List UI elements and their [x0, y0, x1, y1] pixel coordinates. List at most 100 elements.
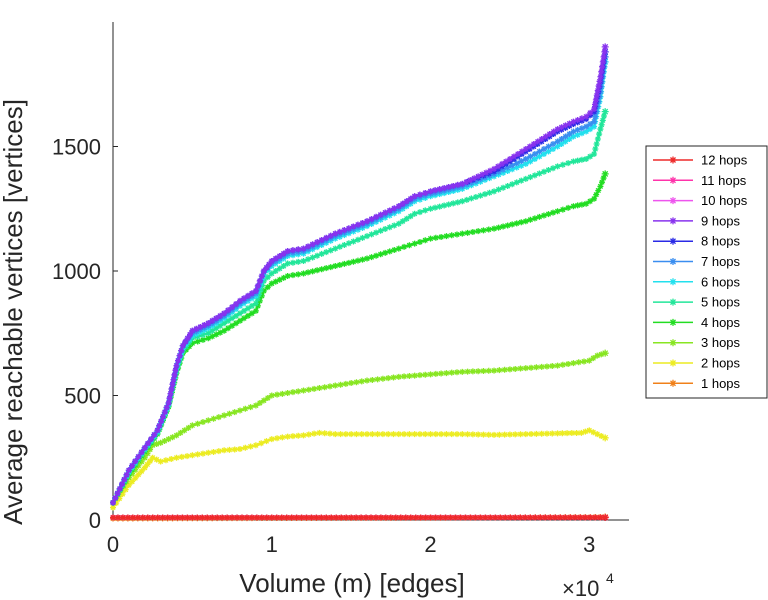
- series-marker: [305, 243, 312, 250]
- series-marker: [217, 329, 224, 336]
- series-marker: [373, 229, 380, 236]
- series-marker: [204, 514, 211, 521]
- series-marker: [343, 514, 350, 521]
- series-marker: [247, 443, 254, 450]
- legend-label: 9 hops: [701, 213, 741, 228]
- series-marker: [248, 290, 255, 297]
- series-marker: [592, 96, 599, 103]
- series-marker: [570, 133, 577, 140]
- series-marker: [504, 164, 511, 171]
- series-marker: [485, 170, 492, 177]
- series-marker: [205, 335, 212, 342]
- series-marker: [391, 247, 398, 254]
- series-marker: [161, 409, 168, 416]
- series-marker: [295, 388, 302, 395]
- series-marker: [332, 230, 339, 237]
- series-marker: [374, 376, 381, 383]
- series-marker: [578, 125, 585, 132]
- legend-label: 8 hops: [701, 234, 741, 249]
- series-marker: [411, 210, 418, 217]
- series-marker: [392, 514, 399, 521]
- series-marker: [263, 514, 270, 521]
- series-marker: [416, 191, 423, 198]
- series-marker: [258, 440, 265, 447]
- series-marker: [390, 374, 397, 381]
- series-marker: [459, 230, 466, 237]
- series-marker: [328, 514, 335, 521]
- y-tick-label: 1500: [52, 135, 101, 160]
- series-marker: [459, 198, 466, 205]
- series-marker: [512, 365, 519, 372]
- series-marker: [583, 200, 590, 207]
- series-marker: [574, 116, 581, 123]
- series-marker: [293, 514, 300, 521]
- series-marker: [591, 150, 598, 157]
- series-marker: [289, 433, 296, 440]
- series-marker: [437, 514, 444, 521]
- series-marker: [448, 431, 455, 438]
- y-tick-label: 0: [89, 508, 101, 533]
- series-marker: [546, 131, 553, 138]
- series-marker: [234, 514, 241, 521]
- series-marker: [554, 208, 561, 215]
- series-marker: [565, 204, 572, 211]
- series-marker: [129, 462, 136, 469]
- series-marker: [526, 143, 533, 150]
- series-marker: [500, 184, 507, 191]
- series-marker: [578, 201, 585, 208]
- series-marker: [141, 454, 148, 461]
- series-marker: [205, 449, 212, 456]
- series-marker: [598, 432, 605, 439]
- series-marker: [554, 143, 561, 150]
- series-marker: [379, 431, 386, 438]
- series-marker: [138, 468, 145, 475]
- series-marker: [268, 280, 275, 287]
- legend-item: 7 hops: [653, 254, 741, 269]
- series-marker: [377, 514, 384, 521]
- legend-marker: [669, 156, 677, 164]
- series-marker: [135, 462, 142, 469]
- series-marker: [575, 359, 582, 366]
- series-marker: [189, 327, 196, 334]
- series-marker: [364, 377, 371, 384]
- series-marker: [445, 184, 452, 191]
- series-marker: [348, 380, 355, 387]
- series-marker: [416, 209, 423, 216]
- series-marker: [550, 128, 557, 135]
- series-marker: [562, 138, 569, 145]
- series-marker: [162, 457, 169, 464]
- series-marker: [165, 436, 172, 443]
- series-marker: [254, 282, 261, 289]
- series-marker: [213, 331, 220, 338]
- x-tick-label: 0: [107, 532, 119, 557]
- series-marker: [110, 499, 116, 506]
- series-marker: [169, 381, 176, 388]
- series-marker: [518, 177, 525, 184]
- series-marker: [554, 138, 561, 145]
- series-marker: [531, 172, 538, 179]
- series-marker: [587, 198, 594, 205]
- legend-marker: [669, 217, 677, 225]
- legend-label: 12 hops: [701, 153, 748, 168]
- series-marker: [496, 431, 503, 438]
- series-marker: [448, 232, 455, 239]
- series-marker: [601, 48, 608, 55]
- series-marker: [427, 371, 434, 378]
- series-marker: [583, 123, 590, 130]
- series-marker: [450, 182, 457, 189]
- series-marker: [231, 446, 238, 453]
- series-marker: [341, 242, 348, 249]
- series-marker: [229, 315, 236, 322]
- series-marker: [354, 236, 361, 243]
- series-marker: [138, 449, 145, 456]
- series-marker: [422, 431, 429, 438]
- series-marker: [197, 324, 204, 331]
- series-marker: [591, 195, 598, 202]
- series-marker: [593, 141, 600, 148]
- series-marker: [182, 338, 189, 345]
- series-marker: [358, 431, 365, 438]
- series-marker: [596, 131, 603, 138]
- series-marker: [552, 514, 559, 521]
- series-marker: [311, 430, 318, 437]
- series-marker: [485, 226, 492, 233]
